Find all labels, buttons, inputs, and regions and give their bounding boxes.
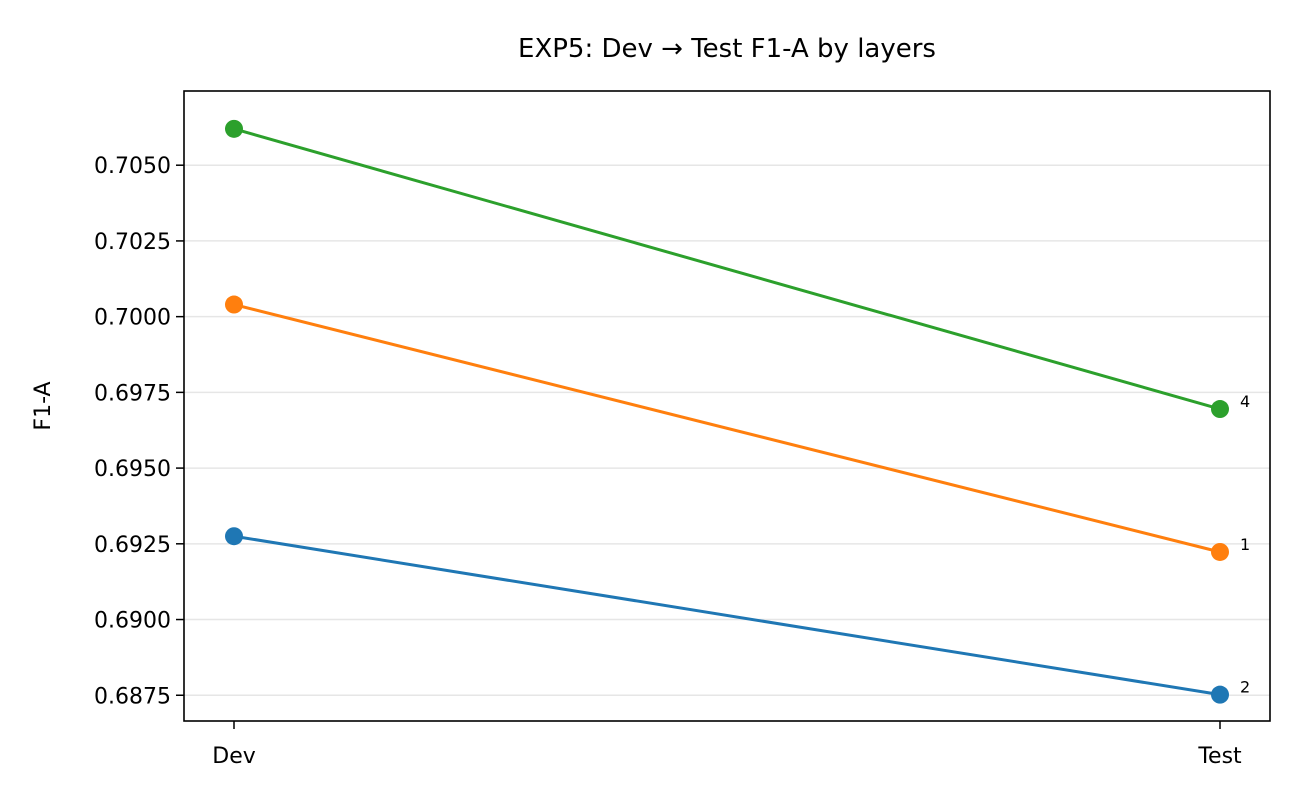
chart-title: EXP5: Dev → Test F1-A by layers bbox=[518, 34, 936, 64]
series-line bbox=[233, 127, 1221, 411]
data-point bbox=[1211, 542, 1229, 561]
ticks-layer: 0.6875 0.6900 0.6925 0.6950 0.6975 0.7000 0.70… bbox=[94, 154, 1242, 769]
y-tick-label: 0.7050 bbox=[94, 154, 171, 179]
series-layer: 2 1 4 bbox=[225, 119, 1250, 704]
y-tick-label: 0.7025 bbox=[94, 230, 171, 255]
y-tick-label: 0.6900 bbox=[94, 609, 171, 634]
data-point bbox=[1211, 685, 1229, 704]
series-2: 2 bbox=[225, 527, 1250, 704]
data-point bbox=[225, 527, 243, 546]
series-line bbox=[233, 303, 1221, 554]
y-tick-label: 0.6975 bbox=[94, 381, 171, 406]
series-1: 1 bbox=[225, 295, 1250, 561]
data-point bbox=[225, 119, 243, 138]
series-4: 4 bbox=[225, 119, 1250, 419]
y-tick-label: 0.6925 bbox=[94, 533, 171, 558]
plot-frame bbox=[183, 90, 1271, 722]
data-point bbox=[1211, 400, 1229, 419]
y-tick-label: 0.6875 bbox=[94, 684, 171, 709]
data-point bbox=[225, 295, 243, 314]
series-end-label: 4 bbox=[1240, 392, 1250, 411]
y-axis-label: F1-A bbox=[31, 381, 56, 430]
series-line bbox=[233, 534, 1221, 697]
series-end-label: 1 bbox=[1240, 535, 1250, 554]
y-tick-label: 0.7000 bbox=[94, 306, 171, 331]
x-tick-label: Dev bbox=[212, 744, 256, 769]
series-end-label: 2 bbox=[1240, 678, 1250, 697]
x-tick-label: Test bbox=[1197, 744, 1242, 769]
y-tick-label: 0.6950 bbox=[94, 457, 171, 482]
gridlines bbox=[184, 164, 1270, 697]
